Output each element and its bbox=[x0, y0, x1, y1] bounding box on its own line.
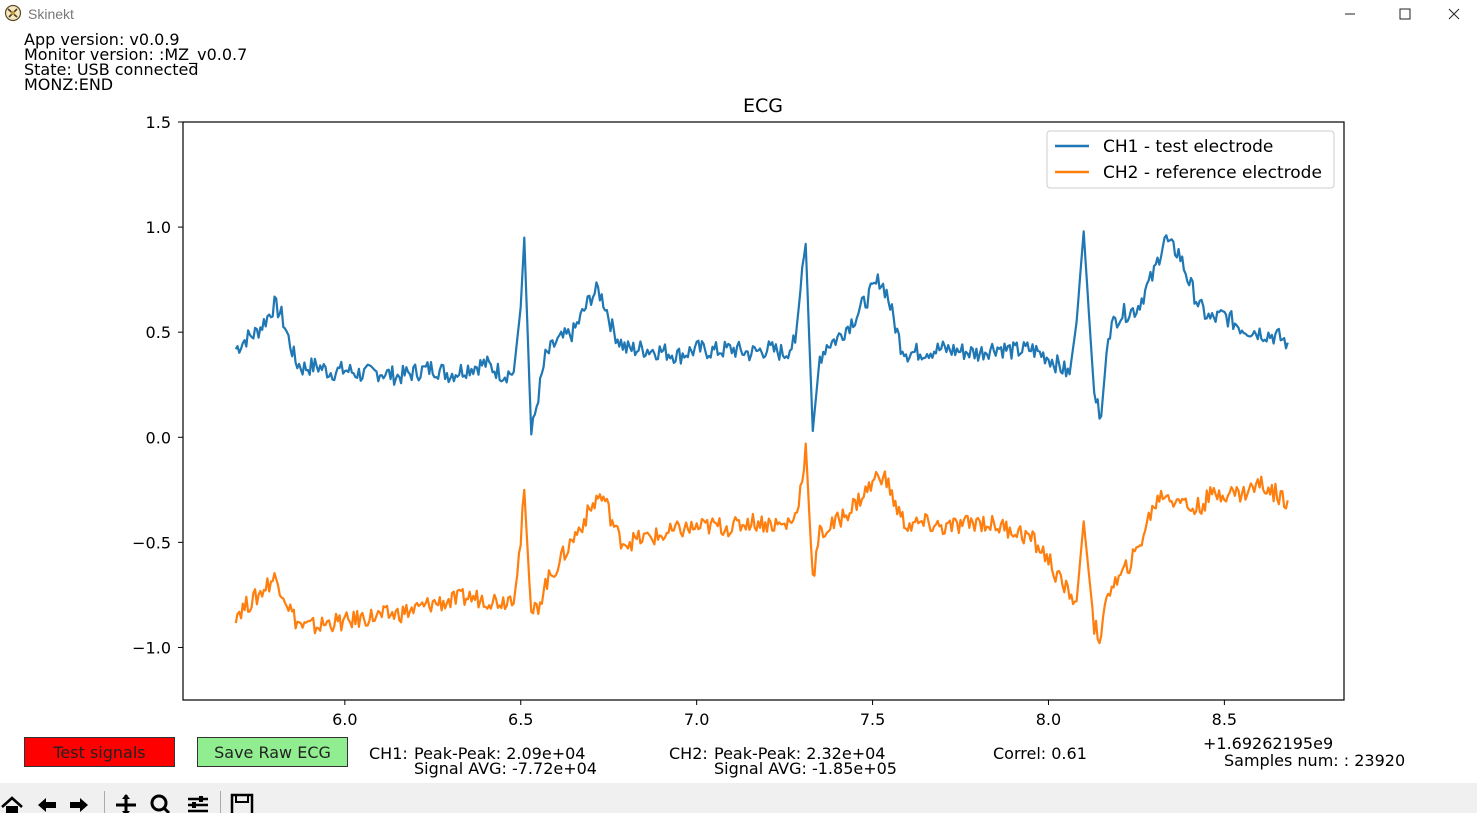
window-titlebar: Skinekt bbox=[0, 0, 1477, 28]
chart-legend: CH1 - test electrode CH2 - reference ele… bbox=[1046, 130, 1335, 189]
home-icon[interactable] bbox=[0, 793, 24, 813]
window-title: Skinekt bbox=[28, 6, 74, 22]
y-tick-label: 1.0 bbox=[146, 218, 171, 237]
legend-label-ch2: CH2 - reference electrode bbox=[1103, 163, 1322, 183]
y-tick-label: −0.5 bbox=[132, 533, 171, 552]
monz-text: MONZ:END bbox=[24, 75, 114, 94]
correlation-value: Correl: 0.61 bbox=[993, 744, 1087, 763]
y-tick-label: 0.5 bbox=[146, 323, 171, 342]
configure-icon[interactable] bbox=[186, 793, 210, 813]
x-tick-label: 8.5 bbox=[1212, 710, 1237, 729]
ch2-label: CH2: bbox=[669, 744, 708, 763]
ch1-signal-avg: Signal AVG: -7.72e+04 bbox=[414, 759, 597, 778]
minimize-button[interactable] bbox=[1327, 0, 1373, 28]
maximize-button[interactable] bbox=[1382, 0, 1428, 28]
minimize-icon bbox=[1345, 13, 1355, 15]
series-line-ch1 bbox=[234, 230, 1289, 436]
series-line-ch2 bbox=[234, 442, 1289, 645]
ch1-peak-peak: Peak-Peak: 2.09e+04 bbox=[414, 744, 586, 763]
chart-title: ECG bbox=[743, 95, 783, 117]
x-tick-label: 7.5 bbox=[860, 710, 885, 729]
save-raw-ecg-button[interactable]: Save Raw ECG bbox=[197, 737, 348, 767]
legend-label-ch1: CH1 - test electrode bbox=[1103, 137, 1273, 157]
monitor-version-text: Monitor version: :MZ_v0.0.7 bbox=[24, 45, 248, 64]
plot-frame bbox=[182, 121, 1345, 701]
close-icon bbox=[1448, 8, 1460, 20]
y-tick-label: 0.0 bbox=[146, 428, 171, 447]
ch2-peak-peak: Peak-Peak: 2.32e+04 bbox=[714, 744, 886, 763]
pan-icon[interactable] bbox=[114, 793, 138, 813]
app-logo-icon bbox=[4, 4, 22, 22]
ch1-label: CH1: bbox=[369, 744, 408, 763]
ch2-signal-avg: Signal AVG: -1.85e+05 bbox=[714, 759, 897, 778]
x-tick-label: 6.0 bbox=[332, 710, 357, 729]
zoom-icon[interactable] bbox=[148, 793, 172, 813]
status-info: App version: v0.0.9 Monitor version: :MZ… bbox=[24, 30, 248, 94]
y-tick-label: 1.5 bbox=[146, 113, 171, 132]
app-version-text: App version: v0.0.9 bbox=[24, 30, 180, 49]
x-offset-text: +1.69262195e9 bbox=[1203, 734, 1334, 753]
test-signals-button[interactable]: Test signals bbox=[24, 737, 175, 767]
x-tick-label: 8.0 bbox=[1036, 710, 1061, 729]
plot-toolbar bbox=[0, 783, 1477, 813]
x-tick-label: 6.5 bbox=[508, 710, 533, 729]
save-icon[interactable] bbox=[230, 793, 254, 813]
ecg-chart[interactable]: ECG 6.0 6.5 7.0 7.5 8.0 8.5 1.5 1.0 0.5 0.0 −0.5 −1… bbox=[0, 90, 1477, 735]
close-button[interactable] bbox=[1431, 0, 1477, 28]
samples-count: Samples num: : 23920 bbox=[1224, 751, 1406, 770]
toolbar-separator bbox=[104, 791, 105, 813]
state-text: State: USB connected bbox=[24, 60, 199, 79]
toolbar-separator bbox=[220, 791, 221, 813]
x-tick-label: 7.0 bbox=[684, 710, 709, 729]
forward-icon[interactable] bbox=[68, 793, 92, 813]
y-tick-label: −1.0 bbox=[132, 638, 171, 657]
maximize-icon bbox=[1399, 8, 1411, 20]
back-icon[interactable] bbox=[34, 793, 58, 813]
